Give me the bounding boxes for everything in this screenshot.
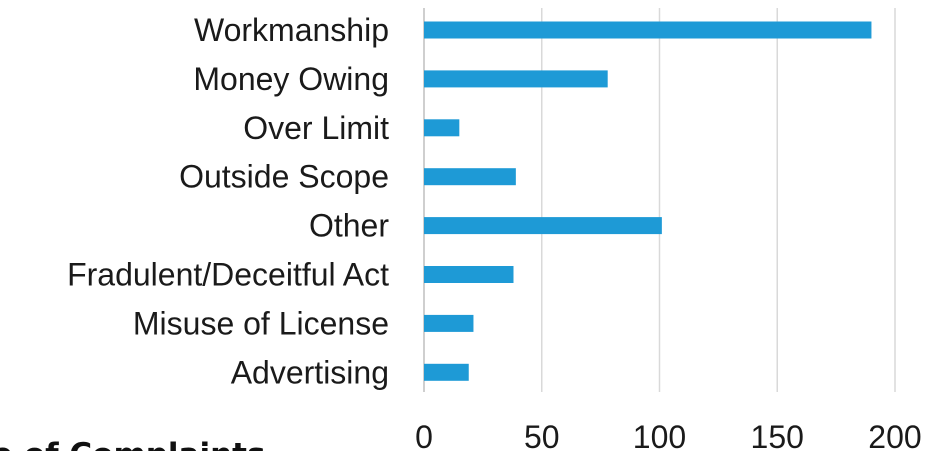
gridlines [423,8,896,392]
bar-workmanship [424,21,872,39]
category-label: Advertising [231,354,389,390]
category-label: Other [309,208,389,244]
category-label: Misuse of License [133,305,389,341]
category-label: Over Limit [243,110,389,146]
bar-money-owing [424,70,608,88]
category-label: Money Owing [193,61,389,97]
x-tick-label: 150 [751,419,804,451]
x-axis-tick-labels: 0 50 100 150 200 [415,419,922,455]
x-tick-label: 200 [868,419,921,451]
bars [424,21,872,381]
category-label: Fradulent/Deceitful Act [67,257,389,293]
bar-advertising [424,363,469,381]
bar-other [424,217,662,235]
x-tick-label: 100 [633,419,686,451]
bar-outside-scope [424,168,516,186]
bar-over-limit [424,119,460,137]
partial-axis-title: e of Complaints [0,437,265,451]
category-label: Workmanship [194,12,389,48]
x-tick-label: 50 [524,419,560,451]
category-labels: Workmanship Money Owing Over Limit Outside … [67,12,389,390]
x-tick-label: 0 [415,419,433,451]
category-label: Outside Scope [179,159,389,195]
bar-misuse-of-license [424,314,474,332]
bar-fradulent-deceitful-act [424,266,514,283]
